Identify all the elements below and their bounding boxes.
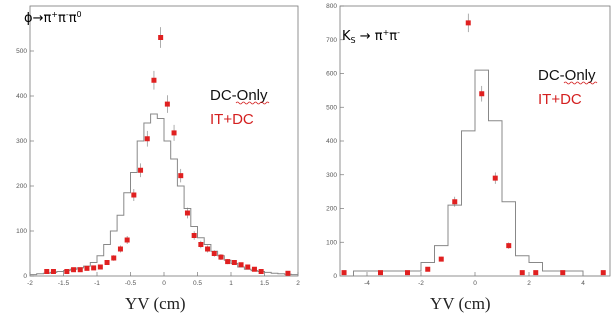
phi-it-dc-point <box>158 35 164 40</box>
phi-it-dc-point <box>77 267 83 273</box>
ks-xtick-label: -4 <box>364 280 370 287</box>
phi-it-dc-point <box>245 264 251 270</box>
ks-it-dc-point <box>452 199 458 205</box>
phi-xtick-label: -1 <box>94 280 100 287</box>
phi-it-dc-point <box>198 242 204 247</box>
ks-it-dc-point <box>533 270 539 276</box>
ks-it-dc-point <box>378 270 383 276</box>
phi-it-dc-point <box>205 246 211 252</box>
ks-title: KS → π+π- <box>342 28 400 45</box>
phi-ytick-label: 0 <box>23 273 27 280</box>
phi-it-dc-point <box>84 265 90 271</box>
ks-ytick-label: 0 <box>333 273 337 280</box>
phi-xtick-label: -2 <box>27 280 33 287</box>
phi-it-dc-point <box>164 101 170 107</box>
phi-it-dc-point <box>184 210 190 216</box>
phi-it-dc-point <box>218 254 224 260</box>
ks-xtick-label: 2 <box>527 280 531 287</box>
ks-ytick-label: 800 <box>326 3 337 10</box>
ks-it-dc-point <box>479 91 485 97</box>
ks-it-dc-point <box>506 243 512 249</box>
ks-it-dc-point <box>519 270 525 276</box>
ks-it-dc-point <box>405 270 410 276</box>
ks-xtick-label: -2 <box>418 280 424 287</box>
ks-it-dc-point <box>425 266 431 272</box>
phi-xtick-label: 0 <box>162 280 166 287</box>
phi-it-dc-point <box>117 246 123 252</box>
phi-xtick-label: 0.5 <box>193 280 202 287</box>
phi-it-dc-point <box>178 173 184 179</box>
phi-it-dc-point <box>251 266 257 272</box>
legend-it-dc: IT+DC <box>210 111 254 128</box>
phi-it-dc-point <box>258 269 264 274</box>
phi-it-dc-point <box>91 265 97 271</box>
ks-plot-frame <box>339 5 611 277</box>
phi-xtick-label: 1 <box>229 280 233 287</box>
phi-it-dc-point <box>64 269 70 274</box>
ks-x-axis-label: YV (cm) <box>430 294 491 313</box>
ks-histogram-chart: 0 100 200 300 400 500 600 700 800 -4 -2 0 2 4 KS → π+… <box>326 3 611 313</box>
phi-it-dc-point <box>231 260 237 265</box>
phi-it-dc-point <box>44 269 50 274</box>
phi-it-dc-point <box>171 130 177 136</box>
phi-it-dc-point <box>211 251 217 256</box>
phi-it-dc-point <box>144 136 150 142</box>
phi-it-dc-point <box>285 270 291 276</box>
phi-it-dc-point <box>225 259 231 265</box>
ks-it-dc-point <box>560 270 566 276</box>
phi-x-axis-label: YV (cm) <box>125 294 186 313</box>
phi-xtick-label: 2 <box>296 280 300 287</box>
spellcheck-underline <box>563 81 598 85</box>
phi-it-dc-point <box>111 255 117 261</box>
phi-it-dc-point <box>124 237 130 243</box>
phi-it-dc-point <box>97 264 103 270</box>
phi-it-dc-point <box>50 269 56 274</box>
ks-ytick-label: 400 <box>326 138 337 145</box>
phi-xtick-label: 1.5 <box>260 280 269 287</box>
ks-xtick-label: 0 <box>473 280 477 287</box>
ks-ytick-label: 600 <box>326 71 337 78</box>
ks-it-dc-point <box>438 256 444 262</box>
spellcheck-underline <box>235 101 270 105</box>
phi-ytick-label: 200 <box>16 183 27 190</box>
phi-ytick-label: 300 <box>16 138 27 145</box>
ks-ytick-label: 500 <box>326 104 337 111</box>
ks-ytick-label: 100 <box>326 239 337 246</box>
ks-it-dc-point <box>492 175 498 181</box>
phi-plot-area: 0 100 200 300 400 500 -2 -1.5 -1 -0.5 0 0.5 1 1.5 2 <box>16 5 300 287</box>
legend-dc-only: DC-Only <box>210 87 268 104</box>
ks-xtick-label: 4 <box>581 280 585 287</box>
ks-ytick-label: 200 <box>326 206 337 213</box>
phi-histogram-chart: 0 100 200 300 400 500 -2 -1.5 -1 -0.5 0 0.5 1 1.5 2 ϕ→… <box>16 5 300 313</box>
phi-ytick-label: 400 <box>16 93 27 100</box>
phi-it-dc-point <box>238 262 244 268</box>
ks-it-dc-point <box>465 20 471 26</box>
ks-it-dc-point <box>341 270 347 276</box>
phi-ytick-label: 100 <box>16 228 27 235</box>
legend-it-dc: IT+DC <box>538 91 582 108</box>
phi-xtick-label: -0.5 <box>125 280 137 287</box>
phi-title: ϕ→π+π-π0 <box>24 10 82 26</box>
legend-dc-only: DC-Only <box>538 67 596 84</box>
phi-ytick-label: 500 <box>16 48 27 55</box>
phi-it-dc-point <box>71 267 77 273</box>
phi-dc-only-histogram <box>29 113 299 276</box>
phi-it-dc-point <box>104 260 110 265</box>
ks-plot-area: 0 100 200 300 400 500 600 700 800 -4 -2 0 2 4 <box>326 3 611 287</box>
phi-it-dc-point <box>138 167 144 173</box>
ks-ytick-label: 300 <box>326 172 337 179</box>
phi-it-dc-point <box>191 233 197 238</box>
ks-ytick-label: 700 <box>326 37 337 44</box>
chart-panel-ks: 0 100 200 300 400 500 600 700 800 -4 -2 0 2 4 KS → π+… <box>310 0 614 321</box>
phi-it-dc-point <box>131 192 137 198</box>
phi-it-dc-point <box>151 77 157 83</box>
chart-panel-phi: 0 100 200 300 400 500 -2 -1.5 -1 -0.5 0 0.5 1 1.5 2 ϕ→… <box>0 0 302 321</box>
ks-dc-only-histogram <box>340 69 610 277</box>
ks-it-dc-point <box>600 270 606 276</box>
phi-xtick-label: -1.5 <box>58 280 70 287</box>
